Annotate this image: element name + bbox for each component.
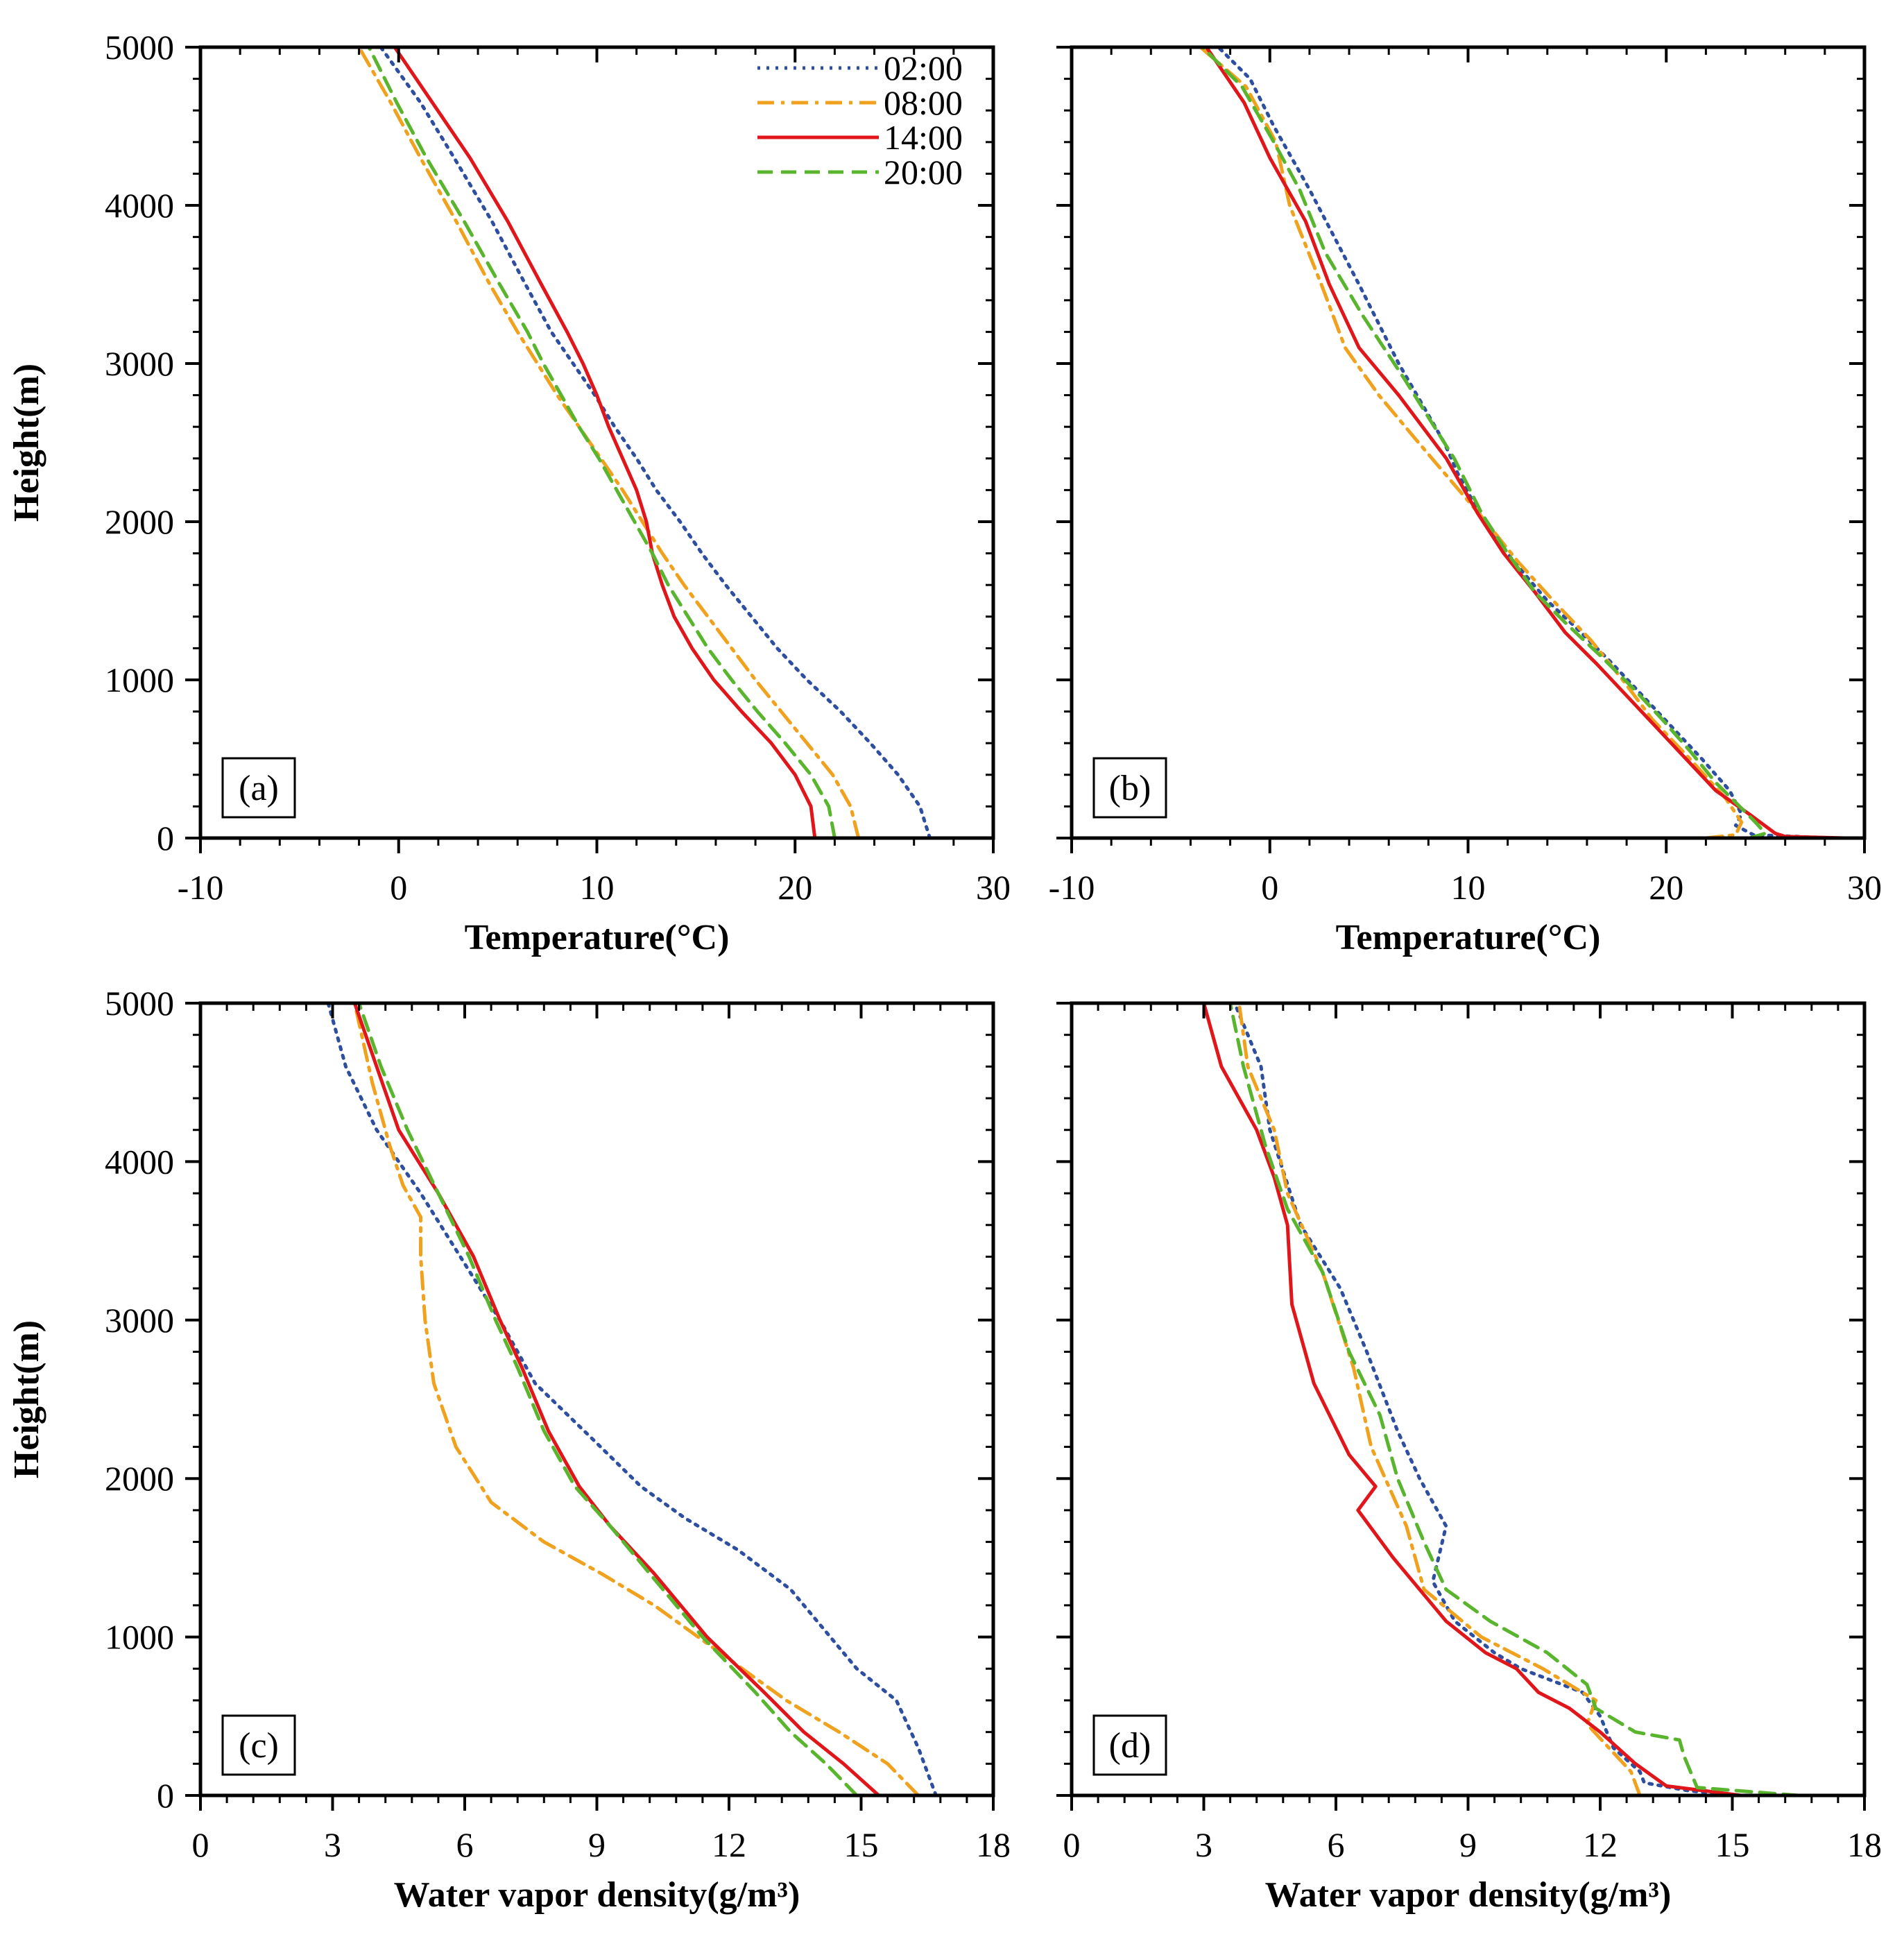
series-group bbox=[1202, 1003, 1801, 1795]
x-tick-label: 10 bbox=[1451, 868, 1486, 907]
y-tick-label: 2000 bbox=[105, 502, 174, 541]
y-tick-label: 5000 bbox=[105, 28, 174, 67]
y-tick-label: 5000 bbox=[105, 984, 174, 1023]
y-tick-label: 2000 bbox=[105, 1459, 174, 1498]
x-tick-label: 6 bbox=[1328, 1825, 1345, 1864]
x-tick-label: 9 bbox=[588, 1825, 606, 1864]
y-axis-title: Height(m) bbox=[7, 364, 46, 522]
x-tick-label: 30 bbox=[1847, 868, 1882, 907]
x-tick-label: 15 bbox=[1715, 1825, 1750, 1864]
x-tick-label: 15 bbox=[844, 1825, 879, 1864]
y-tick-label: 4000 bbox=[105, 1142, 174, 1181]
legend-label: 14:00 bbox=[884, 118, 963, 157]
panel-label-box bbox=[1092, 1714, 1167, 1776]
panel-a: -10 0 10 20 30010002000300040005000Temperatu… bbox=[7, 28, 1011, 957]
x-tick-label: 9 bbox=[1459, 1825, 1477, 1864]
series-line-2000 bbox=[367, 47, 837, 838]
x-tick-label: 12 bbox=[712, 1825, 746, 1864]
series-group bbox=[357, 47, 932, 838]
panel-label: (a) bbox=[239, 769, 279, 808]
x-tick-label: 6 bbox=[456, 1825, 474, 1864]
x-tick-label: 10 bbox=[580, 868, 615, 907]
series-line-0200 bbox=[379, 47, 932, 838]
panel-d: 0 3 6 9 12 15 18 Water vapor density(g/m³) (d) bbox=[1056, 1001, 1882, 1915]
x-tick-label: 30 bbox=[976, 868, 1011, 907]
series-line-2000 bbox=[357, 1003, 859, 1795]
legend-label: 08:00 bbox=[884, 83, 963, 122]
panel-b: -10 0 10 20 30 Temperature(°C) (b) bbox=[1049, 45, 1882, 957]
x-tick-label: 0 bbox=[390, 868, 407, 907]
y-tick-label: 3000 bbox=[105, 344, 174, 383]
series-line-1400 bbox=[1202, 1003, 1743, 1795]
series-line-0800 bbox=[357, 47, 861, 838]
x-tick-label: 12 bbox=[1583, 1825, 1618, 1864]
series-line-0800 bbox=[352, 1003, 920, 1795]
panel-label-box bbox=[1092, 757, 1167, 819]
x-tick-label: 20 bbox=[778, 868, 812, 907]
series-line-1400 bbox=[393, 47, 817, 838]
x-tick-label: 0 bbox=[1261, 868, 1278, 907]
panel-label-box bbox=[221, 757, 296, 819]
y-tick-label: 0 bbox=[157, 819, 174, 857]
series-group bbox=[1199, 47, 1846, 838]
series-line-2000 bbox=[1201, 47, 1767, 838]
series-group bbox=[326, 1003, 938, 1795]
x-tick-label: -10 bbox=[1049, 868, 1095, 907]
x-tick-label: 18 bbox=[976, 1825, 1011, 1864]
x-tick-label: 18 bbox=[1847, 1825, 1882, 1864]
x-tick-label: 3 bbox=[1195, 1825, 1212, 1864]
x-tick-label: 0 bbox=[1063, 1825, 1081, 1864]
x-tick-label: 0 bbox=[192, 1825, 209, 1864]
series-line-1400 bbox=[352, 1003, 881, 1795]
x-axis-title: Temperature(°C) bbox=[1336, 918, 1601, 957]
series-line-0200 bbox=[1233, 1003, 1734, 1795]
series-line-0800 bbox=[1237, 1003, 1642, 1795]
y-axis-title: Height(m) bbox=[7, 1320, 46, 1478]
panel-label: (b) bbox=[1109, 769, 1151, 808]
y-tick-label: 1000 bbox=[105, 660, 174, 699]
y-tick-label: 1000 bbox=[105, 1618, 174, 1657]
x-tick-label: 20 bbox=[1649, 868, 1683, 907]
y-tick-label: 3000 bbox=[105, 1301, 174, 1340]
x-axis-title: Water vapor density(g/m³) bbox=[394, 1875, 800, 1915]
x-tick-label: 3 bbox=[324, 1825, 341, 1864]
legend-label: 20:00 bbox=[884, 153, 963, 191]
panel-c: 0 3 6 9 12 15 18 0 1000 2000 3000 4000 5000 Water vap… bbox=[7, 984, 1011, 1915]
y-tick-label: 4000 bbox=[105, 186, 174, 225]
panel-label-box bbox=[221, 1714, 296, 1776]
series-line-2000 bbox=[1228, 1003, 1801, 1795]
x-axis-title: Water vapor density(g/m³) bbox=[1265, 1875, 1672, 1915]
legend-label: 02:00 bbox=[884, 49, 963, 87]
panel-label: (c) bbox=[239, 1726, 279, 1766]
panel-label: (d) bbox=[1109, 1726, 1151, 1766]
x-tick-label: -10 bbox=[178, 868, 224, 907]
series-line-0200 bbox=[326, 1003, 938, 1795]
y-tick-label: 0 bbox=[157, 1776, 174, 1815]
x-axis-title: Temperature(°C) bbox=[465, 918, 730, 957]
